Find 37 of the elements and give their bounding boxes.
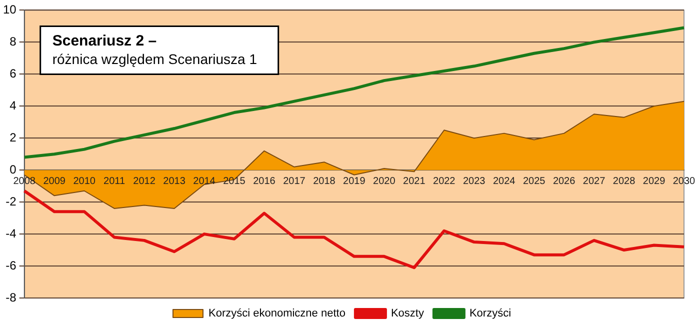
x-tick-label: 2009 bbox=[43, 176, 66, 187]
x-tick-label: 2028 bbox=[612, 176, 636, 187]
x-tick-label: 2015 bbox=[223, 176, 246, 187]
x-tick-label: 2017 bbox=[283, 176, 306, 187]
y-tick-label: 4 bbox=[10, 98, 17, 112]
x-tick-label: 2010 bbox=[73, 176, 96, 187]
y-tick-label: 6 bbox=[10, 66, 17, 80]
y-tick-label: 8 bbox=[10, 34, 17, 48]
x-tick-label: 2014 bbox=[193, 176, 216, 187]
x-tick-label: 2022 bbox=[433, 176, 456, 187]
x-tick-label: 2018 bbox=[313, 176, 336, 187]
y-tick-label: 2 bbox=[10, 130, 17, 144]
x-tick-label: 2020 bbox=[373, 176, 396, 187]
x-tick-label: 2025 bbox=[522, 176, 546, 187]
x-tick-label: 2021 bbox=[403, 176, 426, 187]
x-tick-label: 2019 bbox=[343, 176, 366, 187]
x-tick-label: 2013 bbox=[163, 176, 186, 187]
x-tick-label: 2026 bbox=[552, 176, 576, 187]
x-tick-label: 2024 bbox=[492, 176, 516, 187]
legend-label: Korzyści ekonomiczne netto bbox=[208, 308, 346, 320]
x-tick-label: 2016 bbox=[253, 176, 276, 187]
x-tick-label: 2012 bbox=[133, 176, 156, 187]
x-tick-label: 2027 bbox=[582, 176, 606, 187]
y-tick-label: -8 bbox=[6, 290, 17, 304]
y-tick-label: 10 bbox=[2, 2, 17, 17]
legend-label: Korzyści bbox=[469, 308, 512, 320]
x-tick-label: 2023 bbox=[462, 176, 486, 187]
x-tick-label: 2029 bbox=[642, 176, 666, 187]
y-tick-label: -2 bbox=[6, 194, 17, 208]
text: różnica względem Scenariusza 1 bbox=[52, 51, 258, 68]
text: Scenariusz 2 – bbox=[52, 32, 157, 50]
y-tick-label: -4 bbox=[6, 226, 17, 240]
legend-label: Koszty bbox=[390, 308, 424, 320]
y-tick-label: -6 bbox=[6, 258, 17, 272]
x-tick-label: 2011 bbox=[104, 176, 126, 187]
x-tick-label: 2030 bbox=[672, 176, 696, 187]
y-tick-label: 0 bbox=[10, 162, 17, 176]
